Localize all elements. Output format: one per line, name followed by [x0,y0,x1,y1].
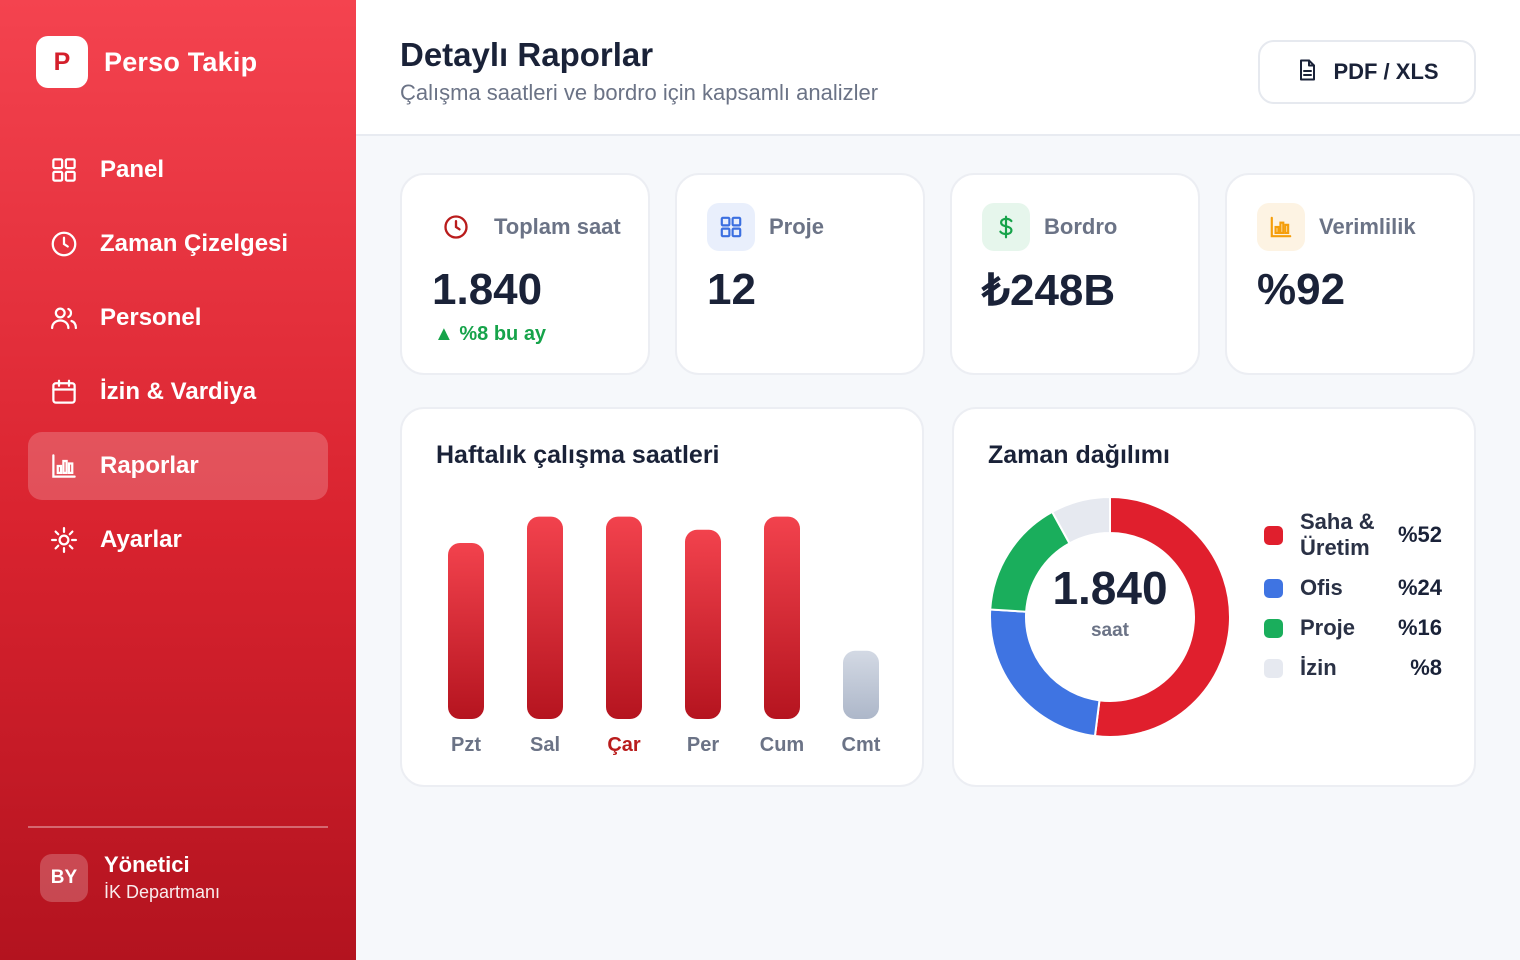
legend-label: Proje [1300,615,1356,640]
legend-swatch [1264,618,1283,638]
clock-icon [432,203,480,251]
legend-value: %24 [1397,575,1442,600]
brand-name: Perso Takip [104,46,258,77]
sidebar-item-label: Raporlar [100,452,199,479]
bar-label: Per [687,734,719,756]
sidebar-item-label: Zaman Çizelgesi [100,230,289,257]
sidebar-item-settings[interactable]: Ayarlar [28,506,328,574]
stat-label: Verimlilik [1319,214,1416,239]
donut-center-value: 1.840 [1052,562,1167,614]
legend-label: Ofis [1300,575,1343,600]
user-profile[interactable]: BY Yönetici İK Departmanı [40,852,220,903]
stat-value: 1.840 [432,265,543,314]
page-title: Detaylı Raporlar [400,36,654,73]
legend-item: Ofis %24 [1264,575,1442,601]
legend-item: Saha & Üretim %52 [1264,509,1442,561]
legend-value: %16 [1397,615,1442,640]
grid-icon [48,154,80,186]
time-distribution-card: Zaman dağılımı 1.840 saat Saha & Üretim%… [952,407,1476,787]
stat-card-projects: Proje 12 [675,173,925,375]
stat-value: 12 [707,265,756,314]
calendar-icon [48,376,80,408]
user-name: Yönetici [104,852,190,877]
bar-3[interactable] [685,529,721,719]
time-distribution-title: Zaman dağılımı [988,441,1170,469]
bar-4[interactable] [764,516,800,719]
sidebar-divider [28,826,328,828]
bar-5[interactable] [843,650,879,719]
legend-swatch [1264,525,1283,545]
legend-item: İzin %8 [1264,655,1442,681]
bar-0[interactable] [448,543,484,719]
export-button-label: PDF / XLS [1333,59,1439,84]
stat-label: Bordro [1044,214,1118,239]
sidebar-item-label: Personel [100,304,202,331]
time-distribution-chart: 1.840 saat [989,495,1231,738]
stat-label: Proje [769,214,825,239]
bar-1[interactable] [527,516,563,719]
legend-value: %8 [1410,655,1442,680]
sidebar-item-personnel[interactable]: Personel [28,284,328,352]
user-department: İK Departmanı [104,882,221,902]
bar-label: Cmt [842,734,881,756]
page-header: Detaylı Raporlar Çalışma saatleri ve bor… [356,0,1520,136]
stat-value: %92 [1257,265,1346,314]
export-button[interactable]: PDF / XLS [1258,40,1476,104]
legend-swatch [1264,658,1283,678]
clock-icon [48,228,80,260]
grid-icon [707,203,755,251]
weekly-hours-title: Haftalık çalışma saatleri [436,441,720,469]
donut-slice-0[interactable] [1093,495,1231,738]
donut-center-unit: saat [1091,620,1130,641]
stat-card-efficiency: Verimlilik %92 [1225,173,1475,375]
bar-label: Pzt [451,734,481,756]
brand-logo: P [36,36,88,88]
donut-slice-1[interactable] [989,608,1101,738]
user-info: Yönetici İK Departmanı [104,852,220,903]
sidebar-nav: Panel Zaman Çizelgesi Personel İzin & Va… [28,136,328,580]
brand[interactable]: P Perso Takip [36,36,257,88]
stat-value: ₺248B [982,266,1116,315]
weekly-hours-chart: Pzt Sal Çar Per Cum Cmt [448,516,881,756]
sidebar-item-label: Ayarlar [100,526,182,553]
sidebar-item-label: Panel [100,156,165,183]
stat-card-payroll: Bordro ₺248B [950,173,1200,375]
bar-2[interactable] [606,516,642,719]
users-icon [48,302,80,334]
chart-legend: Saha & Üretim %52 Ofis %24 Proje %16 İzin %8 [1264,509,1442,695]
bar-label: Çar [607,734,641,756]
avatar: BY [40,853,88,902]
legend-label: İzin [1300,655,1337,680]
sidebar: P Perso Takip Panel Zaman Çizelgesi Pers… [0,0,356,960]
sidebar-item-timesheet[interactable]: Zaman Çizelgesi [28,210,328,278]
donut-slice-3[interactable] [1050,495,1111,545]
stat-delta: ▲ %8 bu ay [434,323,546,346]
bar-label: Sal [530,734,560,756]
legend-label: Saha & Üretim [1300,509,1375,560]
bar-chart-icon [1257,203,1305,251]
legend-item: Proje %16 [1264,615,1442,641]
bar-chart-icon [48,450,80,482]
stat-card-total-hours: Toplam saat 1.840 ▲ %8 bu ay [400,173,650,375]
sidebar-item-panel[interactable]: Panel [28,136,328,204]
stat-label: Toplam saat [494,214,621,239]
arrow-up-icon: ▲ [434,323,454,345]
sidebar-item-label: İzin & Vardiya [100,378,257,405]
gear-icon [48,524,80,556]
sidebar-item-reports[interactable]: Raporlar [28,432,328,500]
weekly-hours-card: Haftalık çalışma saatleri Pzt Sal Çar Per Cu… [400,407,924,787]
sidebar-item-leave-shift[interactable]: İzin & Vardiya [28,358,328,426]
legend-value: %52 [1397,522,1442,547]
page-subtitle: Çalışma saatleri ve bordro için kapsamlı… [400,80,879,105]
dollar-icon [982,203,1030,251]
legend-swatch [1264,578,1283,598]
bar-label: Cum [760,734,804,756]
stat-delta-text: %8 bu ay [459,323,547,345]
document-icon [1295,58,1319,87]
